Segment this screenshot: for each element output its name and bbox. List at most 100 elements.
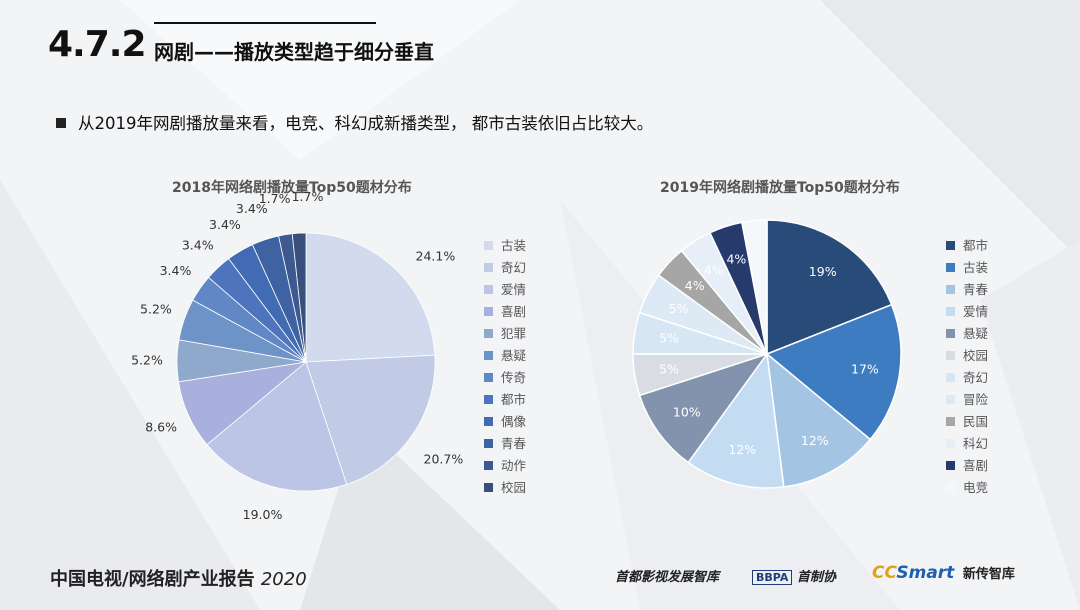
legend-swatch — [946, 241, 955, 250]
legend-swatch — [484, 351, 493, 360]
summary-bullet: 从2019年网剧播放量来看，电竞、科幻成新播类型， 都市古装依旧占比较大。 — [56, 110, 653, 134]
legend-item-民国: 民国 — [946, 413, 988, 431]
chart2-title: 2019年网络剧播放量Top50题材分布 — [660, 180, 900, 196]
slice-label-奇幻: 20.7% — [424, 452, 464, 467]
legend-item-电竞: 电竞 — [946, 479, 988, 497]
legend-label: 校园 — [963, 348, 989, 363]
slice-label-校园: 1.7% — [292, 189, 324, 204]
legend-label: 喜剧 — [963, 458, 989, 473]
section-number: 4.7.2 — [48, 24, 146, 65]
chart2-legend: 都市古装青春爱情悬疑校园奇幻冒险民国科幻喜剧电竞 — [946, 237, 1026, 497]
legend-item-犯罪: 犯罪 — [484, 325, 526, 343]
legend-label: 古装 — [963, 260, 989, 275]
pie-slice-青春 — [766, 352, 872, 488]
legend-label: 都市 — [963, 238, 989, 253]
pie-slice-校园 — [291, 232, 307, 363]
legend-label: 青春 — [963, 282, 989, 297]
logo-bbpa: BBPA 首制协 — [752, 566, 836, 585]
legend-swatch — [946, 351, 955, 360]
slice-label-都市: 19% — [809, 264, 837, 279]
chart1-legend: 古装 奇幻 爱情 喜剧 犯罪 悬疑 传奇 都市 偶像 青春 动作 校园 — [484, 237, 564, 497]
summary-text: 从2019年网剧播放量来看，电竞、科幻成新播类型， 都市古装依旧占比较大。 — [78, 114, 654, 133]
legend-item-冒险: 冒险 — [946, 391, 988, 409]
legend-label: 爱情 — [501, 282, 527, 297]
legend-swatch — [946, 395, 955, 404]
legend-item-青春: 青春 — [946, 281, 988, 299]
slice-label-喜剧: 8.6% — [145, 420, 177, 435]
legend-swatch — [946, 461, 955, 470]
legend-swatch — [946, 263, 955, 272]
legend-swatch — [946, 307, 955, 316]
slice-label-悬疑: 10% — [673, 404, 701, 419]
pie-slice-电竞 — [741, 219, 768, 355]
slice-label-古装: 24.1% — [416, 249, 456, 264]
report-title: 中国电视/网络剧产业报告 — [50, 569, 255, 590]
legend-item-古装: 古装 — [946, 259, 988, 277]
ccsmart-text: 新传智库 — [962, 567, 1015, 582]
legend-item-喜剧: 喜剧 — [484, 303, 526, 321]
legend-item-悬疑: 悬疑 — [484, 347, 526, 365]
legend-swatch — [484, 417, 493, 426]
slice-label-爱情: 19.0% — [243, 507, 283, 522]
slice-label-青春: 3.4% — [236, 201, 268, 216]
legend-label: 奇幻 — [963, 370, 989, 385]
legend-swatch — [946, 417, 955, 426]
legend-label: 偶像 — [501, 414, 527, 429]
legend-label: 奇幻 — [501, 260, 527, 275]
legend-swatch — [484, 483, 493, 492]
slice-label-悬疑: 5.2% — [140, 302, 172, 317]
legend-swatch — [484, 461, 493, 470]
slice-label-奇幻: 5% — [659, 331, 679, 346]
legend-item-奇幻: 奇幻 — [946, 369, 988, 387]
slice-label-爱情: 12% — [728, 442, 756, 457]
legend-swatch — [484, 307, 493, 316]
report-year: 2020 — [260, 569, 307, 590]
title-rule — [154, 22, 376, 24]
legend-swatch — [946, 329, 955, 338]
bullet-square-icon — [56, 118, 66, 128]
pie-slice-爱情 — [687, 352, 785, 489]
legend-item-都市: 都市 — [946, 237, 988, 255]
legend-item-喜剧: 喜剧 — [946, 457, 988, 475]
pie-slice-古装 — [765, 303, 902, 441]
chart1-title: 2018年网络剧播放量Top50题材分布 — [172, 180, 412, 196]
bbpa-logo-text: 首制协 — [796, 570, 836, 585]
legend-swatch — [484, 439, 493, 448]
legend-label: 爱情 — [963, 304, 989, 319]
legend-swatch — [946, 285, 955, 294]
page-title: 网剧——播放类型趋于细分垂直 — [154, 40, 434, 64]
legend-item-校园: 校园 — [484, 479, 526, 497]
legend-item-偶像: 偶像 — [484, 413, 526, 431]
slice-label-犯罪: 5.2% — [131, 353, 163, 368]
pie-slice-古装 — [305, 232, 436, 363]
legend-item-奇幻: 奇幻 — [484, 259, 526, 277]
legend-swatch — [946, 439, 955, 448]
legend-label: 悬疑 — [963, 326, 989, 341]
legend-swatch — [946, 373, 955, 382]
legend-item-爱情: 爱情 — [946, 303, 988, 321]
pie-slice-奇幻 — [305, 354, 436, 485]
legend-label: 传奇 — [501, 370, 527, 385]
logo-ccsmart: CCSmart 新传智库 — [872, 563, 1015, 583]
legend-item-爱情: 爱情 — [484, 281, 526, 299]
legend-swatch — [484, 395, 493, 404]
pie-slice-悬疑 — [638, 352, 769, 464]
legend-label: 校园 — [501, 480, 527, 495]
legend-item-科幻: 科幻 — [946, 435, 988, 453]
slice-label-喜剧: 4% — [726, 252, 746, 267]
legend-label: 悬疑 — [501, 348, 527, 363]
legend-swatch — [484, 373, 493, 382]
legend-swatch — [484, 263, 493, 272]
bbpa-logo-box: BBPA — [752, 570, 793, 585]
slice-label-科幻: 4% — [704, 262, 724, 277]
legend-label: 科幻 — [963, 436, 989, 451]
slice-label-青春: 12% — [801, 433, 829, 448]
pie-slice-都市 — [766, 219, 893, 356]
legend-label: 都市 — [501, 392, 527, 407]
slice-label-民国: 4% — [685, 278, 705, 293]
slice-label-冒险: 5% — [669, 301, 689, 316]
logo-capital-film-think-tank: 首都影视发展智库 — [615, 570, 720, 585]
slice-label-校园: 5% — [659, 362, 679, 377]
